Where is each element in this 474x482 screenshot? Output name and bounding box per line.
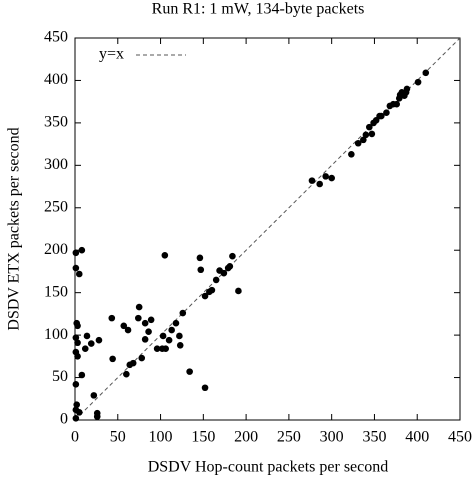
data-point xyxy=(366,123,373,131)
x-tick-label: 100 xyxy=(149,429,173,446)
x-tick-label: 150 xyxy=(191,429,215,446)
data-point xyxy=(396,91,404,99)
data-point xyxy=(197,266,205,274)
y-tick-label: 350 xyxy=(44,114,68,131)
data-point xyxy=(403,85,411,93)
data-point xyxy=(109,355,116,363)
data-point xyxy=(179,309,187,317)
legend-label: y=x xyxy=(99,46,124,63)
x-tick-label: 400 xyxy=(405,429,429,446)
x-tick-label: 200 xyxy=(234,429,258,446)
data-point xyxy=(362,131,370,139)
data-point xyxy=(72,334,80,341)
data-point xyxy=(168,326,175,334)
data-point xyxy=(368,130,376,138)
data-point xyxy=(348,150,355,158)
data-point xyxy=(159,332,167,340)
data-point xyxy=(226,263,234,270)
data-point xyxy=(176,332,183,340)
data-point xyxy=(124,326,132,334)
data-point xyxy=(165,336,173,344)
data-point xyxy=(354,139,362,147)
data-point xyxy=(328,174,335,182)
data-point xyxy=(120,322,128,330)
data-point xyxy=(123,370,130,378)
data-point xyxy=(74,339,81,347)
data-point xyxy=(83,332,91,340)
data-point xyxy=(93,413,101,420)
data-point xyxy=(414,78,422,86)
data-point xyxy=(72,249,80,257)
data-point xyxy=(72,381,80,388)
x-tick-label: 0 xyxy=(71,429,79,446)
y-axis-label: DSDV ETX packets per second xyxy=(6,127,23,330)
data-point xyxy=(141,336,149,343)
y-tick-label: 100 xyxy=(44,326,68,343)
data-point xyxy=(186,368,193,375)
data-point xyxy=(322,173,329,180)
data-point xyxy=(208,286,216,294)
data-point xyxy=(145,328,152,336)
plot-frame xyxy=(74,37,461,421)
y-tick-label: 150 xyxy=(44,283,68,300)
data-point xyxy=(78,246,86,254)
data-point xyxy=(229,252,236,260)
data-point xyxy=(95,336,103,344)
data-point xyxy=(141,319,149,327)
y-tick-label: 200 xyxy=(44,241,68,258)
y-tick-label: 300 xyxy=(44,156,68,173)
data-point xyxy=(72,415,80,422)
data-point xyxy=(78,371,86,379)
data-point xyxy=(176,341,184,349)
data-point xyxy=(135,303,143,311)
data-point xyxy=(360,136,367,144)
data-point xyxy=(201,384,209,392)
data-point xyxy=(74,353,81,360)
data-point xyxy=(153,345,161,352)
x-tick-label: 450 xyxy=(448,429,472,446)
data-point xyxy=(138,354,146,362)
data-point xyxy=(196,254,204,262)
data-point xyxy=(316,180,323,188)
x-tick-label: 50 xyxy=(110,429,126,446)
y-tick-label: 50 xyxy=(52,368,68,385)
data-point xyxy=(129,359,137,367)
data-point xyxy=(81,345,89,352)
data-point xyxy=(161,252,169,259)
data-point xyxy=(308,177,316,184)
data-point xyxy=(383,109,390,117)
data-point xyxy=(201,292,209,300)
data-point xyxy=(75,270,83,278)
data-point xyxy=(235,287,242,295)
data-point xyxy=(377,112,385,120)
data-point xyxy=(147,316,155,324)
x-tick-label: 250 xyxy=(277,429,301,446)
chart-title: Run R1: 1 mW, 134-byte packets xyxy=(152,1,365,18)
y-tick-label: 400 xyxy=(44,71,68,88)
data-point xyxy=(108,314,116,322)
data-point xyxy=(90,392,98,399)
y-tick-label: 250 xyxy=(44,198,68,215)
data-point xyxy=(72,264,80,272)
x-axis-label: DSDV Hop-count packets per second xyxy=(148,459,389,476)
data-point xyxy=(75,409,83,416)
y-tick-label: 0 xyxy=(60,411,68,428)
data-point xyxy=(162,345,169,352)
data-point xyxy=(74,322,81,330)
data-point xyxy=(220,269,228,277)
x-tick-label: 350 xyxy=(362,429,386,446)
data-point xyxy=(172,319,180,327)
data-point xyxy=(87,340,95,347)
data-point xyxy=(135,314,142,322)
data-point xyxy=(393,100,400,108)
y-tick-label: 450 xyxy=(44,29,68,46)
x-tick-label: 300 xyxy=(320,429,344,446)
data-point xyxy=(212,276,220,284)
data-point xyxy=(422,69,430,77)
data-point xyxy=(73,401,81,409)
